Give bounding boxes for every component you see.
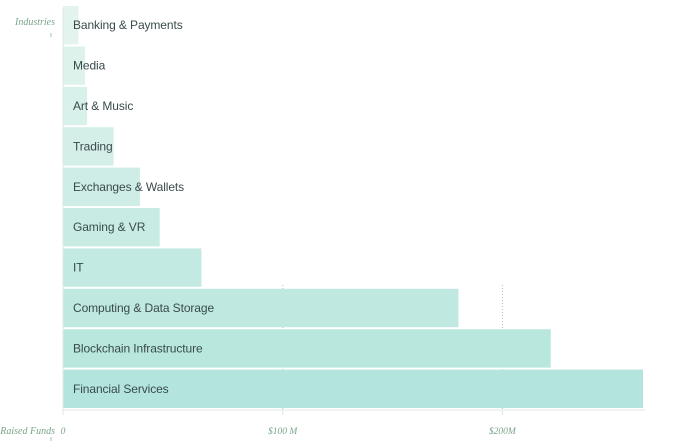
bar-financial-services [63, 369, 643, 408]
bar-label: Financial Services [73, 382, 169, 396]
x-tick-label: $200M [489, 426, 517, 437]
bar-exchanges-wallets [63, 167, 140, 206]
x-ticks: 0 $100 M $200M [61, 410, 517, 437]
bar-blockchain-infrastructure [63, 329, 551, 368]
bar-label: Exchanges & Wallets [73, 180, 184, 194]
bar-label: IT [73, 261, 84, 275]
bar-label: Banking & Payments [73, 18, 183, 32]
bar-it [63, 248, 202, 287]
bar-banking-payments [63, 6, 79, 45]
y-axis-title: Industries [14, 17, 55, 28]
bar-trading [63, 127, 114, 166]
bar-label: Art & Music [73, 99, 133, 113]
bar-label: Trading [73, 139, 113, 153]
bar-label: Blockchain Infrastructure [73, 341, 203, 355]
bar-label: Computing & Data Storage [73, 301, 214, 315]
bar-labels: Banking & Payments Media Art & Music Tradin… [73, 18, 215, 396]
bar-art-music [63, 86, 88, 126]
bar-media [63, 46, 85, 85]
x-tick-label: $100 M [268, 426, 298, 437]
bar-label: Gaming & VR [73, 220, 146, 234]
bar-label: Media [73, 59, 106, 73]
bars [63, 6, 643, 408]
x-axis-title: Raised Funds [0, 426, 55, 437]
x-tick-label: 0 [61, 427, 66, 437]
bar-computing-data-storage [63, 288, 459, 328]
bar-gaming-vr [63, 208, 160, 247]
